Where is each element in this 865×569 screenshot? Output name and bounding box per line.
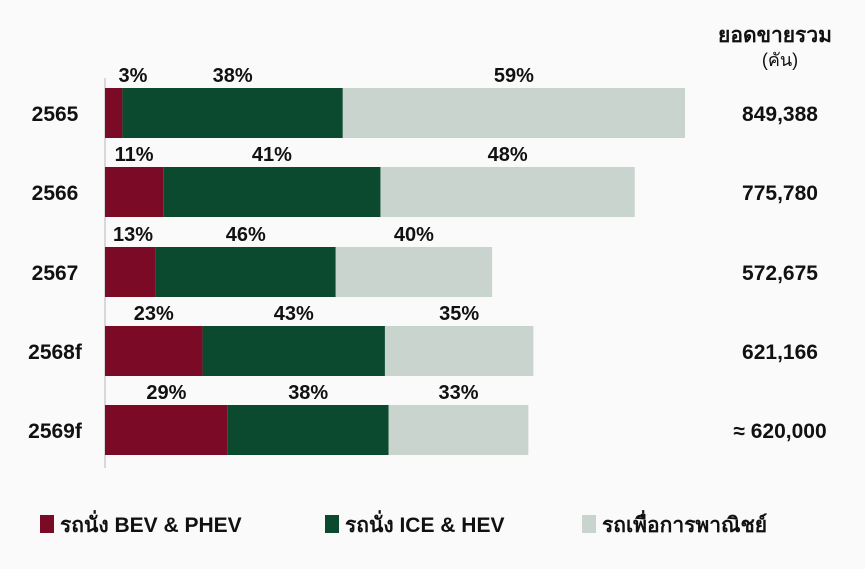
- bar-segment: [105, 405, 228, 455]
- bar-segment: [335, 247, 493, 297]
- data-label: 3%: [119, 65, 148, 87]
- data-label: 13%: [113, 224, 153, 246]
- data-label: 40%: [394, 224, 434, 246]
- data-label: 59%: [494, 65, 534, 87]
- bar-segment: [388, 405, 529, 455]
- legend-label: รถนั่ง ICE & HEV: [345, 509, 504, 537]
- bar-segment: [163, 167, 381, 217]
- bar-segment: [202, 326, 385, 376]
- category-label: 2568f: [28, 341, 83, 364]
- category-label: 2566: [32, 182, 79, 205]
- bar-segment: [105, 247, 156, 297]
- category-label: 2569f: [28, 420, 83, 443]
- bar-segment: [227, 405, 389, 455]
- data-label: 41%: [252, 144, 292, 166]
- total-label: 572,675: [742, 262, 818, 285]
- data-label: 29%: [146, 382, 186, 404]
- data-label: 35%: [439, 303, 479, 325]
- bar-segment: [384, 326, 534, 376]
- bar-segment: [155, 247, 336, 297]
- data-label: 23%: [134, 303, 174, 325]
- legend-swatch: [40, 515, 54, 533]
- data-label: 43%: [274, 303, 314, 325]
- total-header: ยอดขายรวม: [718, 24, 832, 47]
- bar-segment: [380, 167, 635, 217]
- legend: รถนั่ง BEV & PHEV รถนั่ง ICE & HEV รถเพื่อ…: [40, 509, 767, 537]
- data-label: 38%: [213, 65, 253, 87]
- total-label: 775,780: [742, 182, 818, 205]
- data-label: 33%: [438, 382, 478, 404]
- data-label: 48%: [488, 144, 528, 166]
- category-label: 2565: [32, 103, 79, 126]
- data-label: 38%: [288, 382, 328, 404]
- total-label: 849,388: [742, 103, 818, 126]
- category-label: 2567: [32, 262, 79, 285]
- legend-label: รถเพื่อการพาณิชย์: [602, 509, 767, 537]
- legend-label: รถนั่ง BEV & PHEV: [60, 509, 242, 537]
- total-label: 621,166: [742, 341, 818, 364]
- bar-segment: [342, 88, 685, 138]
- data-label: 11%: [115, 144, 154, 166]
- total-label: ≈ 620,000: [733, 420, 826, 443]
- total-unit: (คัน): [762, 50, 798, 70]
- bar-segment: [105, 88, 123, 138]
- bar-segment: [105, 167, 164, 217]
- data-label: 46%: [226, 224, 266, 246]
- bar-segment: [105, 326, 203, 376]
- bar-segment: [122, 88, 343, 138]
- legend-swatch: [325, 515, 339, 533]
- legend-swatch: [582, 515, 596, 533]
